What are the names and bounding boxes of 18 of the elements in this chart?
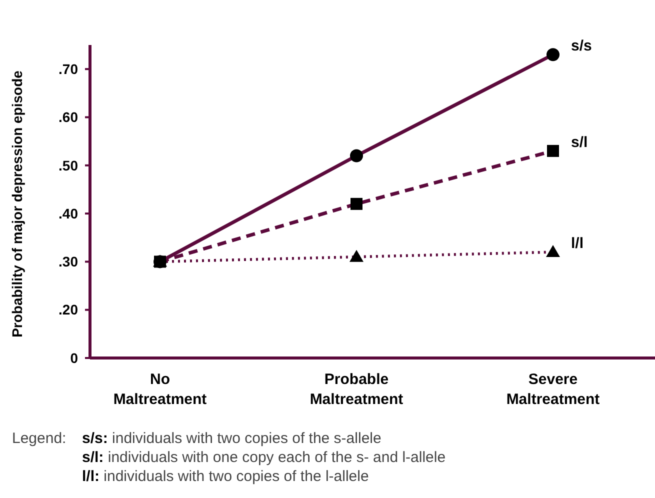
x-tick-label: Probable Maltreatment bbox=[310, 371, 404, 408]
text: s/l: individuals with one copy each of the s- and l-allele bbox=[82, 449, 446, 466]
x-tick-label: Severe Maltreatment bbox=[506, 371, 600, 408]
text: s/s: individuals with two copies of the s-allele bbox=[82, 430, 382, 447]
y-tick-label: .50 bbox=[58, 157, 78, 174]
series-label: l/l bbox=[571, 235, 584, 252]
series-label: s/s bbox=[571, 38, 592, 55]
y-axis-title: Probability of major depression episode bbox=[9, 70, 25, 338]
y-tick-label: .40 bbox=[58, 205, 78, 222]
y-tick-label: .20 bbox=[58, 302, 78, 318]
text: Legend: bbox=[12, 430, 66, 447]
y-tick-label: .60 bbox=[58, 109, 78, 126]
series-label: s/l bbox=[571, 134, 588, 151]
x-tick-label: No Maltreatment bbox=[113, 371, 207, 408]
y-tick-label: .30 bbox=[58, 254, 78, 270]
y-tick-label: .70 bbox=[58, 60, 78, 77]
text: l/l: individuals with two copies of the l-allele bbox=[82, 468, 369, 485]
y-tick-label: 0 bbox=[70, 350, 78, 366]
